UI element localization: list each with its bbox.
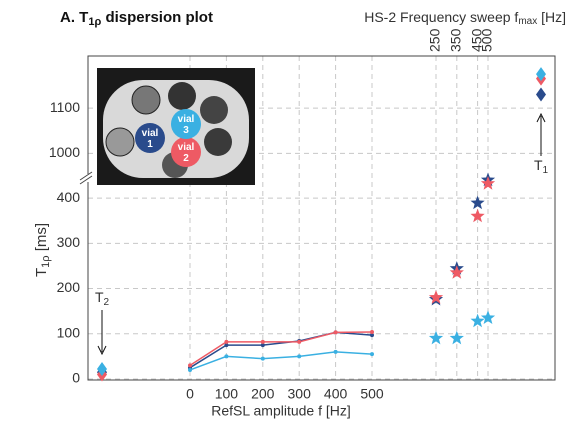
line-point	[260, 356, 265, 361]
inset-image	[97, 68, 255, 185]
t1-label: T1	[534, 157, 549, 176]
x-tick-label: 400	[324, 386, 348, 402]
line-point	[188, 367, 192, 372]
axis-break-gap	[84, 174, 92, 182]
series-line	[189, 331, 373, 367]
t2-sub: 2	[104, 297, 110, 308]
t1-arrow	[536, 112, 546, 156]
x-tick-label: 500	[360, 386, 384, 402]
x-tick-label: 300	[288, 386, 312, 402]
y-tick-label: 400	[57, 189, 81, 205]
title-sub: 1ρ	[88, 16, 101, 28]
line-point	[333, 330, 338, 335]
star-marker	[470, 208, 485, 223]
star-marker	[449, 265, 464, 279]
x2-tick-label: 500	[479, 28, 495, 52]
series-line	[189, 351, 373, 371]
t2-label: T2	[95, 289, 110, 308]
y-label-rest: [ms]	[33, 223, 50, 256]
y-tick-label: 1100	[50, 99, 80, 115]
vial-grey	[204, 128, 232, 156]
star-marker	[428, 290, 444, 304]
x2-tick-label: 350	[448, 28, 464, 52]
x-tick-label: 200	[251, 386, 275, 402]
line-point	[188, 363, 192, 368]
x-tick-label: 100	[215, 386, 239, 402]
grid	[88, 56, 555, 380]
marks	[97, 67, 546, 382]
vial-label: vial 2	[178, 142, 195, 164]
vial-label-line: vial	[178, 142, 195, 153]
line-point	[370, 352, 374, 357]
title-rest: dispersion plot	[101, 9, 213, 26]
title-main: A. T	[60, 9, 88, 26]
y-tick-label: 0	[72, 370, 80, 386]
vial-3	[171, 109, 201, 139]
chart-title: A. T1ρ dispersion plot	[60, 9, 213, 28]
x-tick-label: 0	[186, 386, 194, 402]
vial-2	[171, 137, 201, 167]
t1-main: T	[534, 157, 543, 173]
line-point	[224, 339, 229, 344]
series-line	[189, 331, 373, 369]
vial-grey	[200, 96, 228, 124]
plot-frame	[87, 55, 556, 381]
y-label-sub: 1ρ	[40, 255, 52, 267]
star-marker	[428, 330, 444, 345]
line-point	[224, 343, 229, 348]
t1-marker	[536, 87, 546, 102]
vial-grey	[131, 85, 161, 115]
t1-sub: 1	[543, 165, 549, 176]
line-point	[333, 349, 338, 354]
vial-label: vial 3	[178, 114, 195, 136]
t2-main: T	[95, 289, 104, 305]
t1-marker	[536, 67, 546, 82]
star-marker	[470, 195, 485, 210]
star-marker	[480, 310, 496, 324]
y-label-main: T	[33, 268, 50, 277]
vial-label-line: 3	[183, 125, 189, 136]
x2-tick-label: 250	[427, 28, 443, 52]
star-marker	[449, 330, 464, 345]
t2-marker	[97, 362, 107, 377]
line-point	[224, 354, 229, 359]
star-marker	[480, 176, 496, 190]
vial-1	[135, 123, 165, 153]
axis-break	[79, 171, 93, 185]
line-point	[297, 354, 302, 359]
x2-label-sub: max	[518, 16, 537, 27]
vial-grey	[168, 82, 196, 110]
vial-label-line: 2	[183, 153, 189, 164]
vial-label-line: 1	[147, 139, 153, 150]
x2-tick-label: 450	[468, 28, 484, 52]
vial-label-line: vial	[178, 114, 195, 125]
line-point	[260, 339, 265, 344]
y-tick-label: 300	[57, 234, 81, 250]
y-label: T1ρ [ms]	[33, 223, 52, 277]
line-point	[260, 343, 265, 348]
x2-label-rest: [Hz]	[537, 9, 566, 25]
line-point	[297, 339, 302, 344]
vial-label-line: vial	[142, 128, 159, 139]
y-tick-label: 100	[57, 324, 81, 340]
line-point	[370, 329, 374, 334]
y-tick-label: 200	[57, 279, 81, 295]
star-marker	[470, 313, 485, 328]
t2-arrow	[97, 310, 107, 356]
x-label: RefSL amplitude f [Hz]	[211, 403, 351, 419]
vial-label: vial 1	[142, 128, 159, 150]
vial-grey	[105, 127, 135, 157]
y-tick-label: 1000	[49, 144, 80, 160]
line-point	[370, 333, 374, 338]
x2-label: HS-2 Frequency sweep fmax [Hz]	[364, 9, 566, 27]
x2-label-main: HS-2 Frequency sweep f	[364, 9, 518, 25]
